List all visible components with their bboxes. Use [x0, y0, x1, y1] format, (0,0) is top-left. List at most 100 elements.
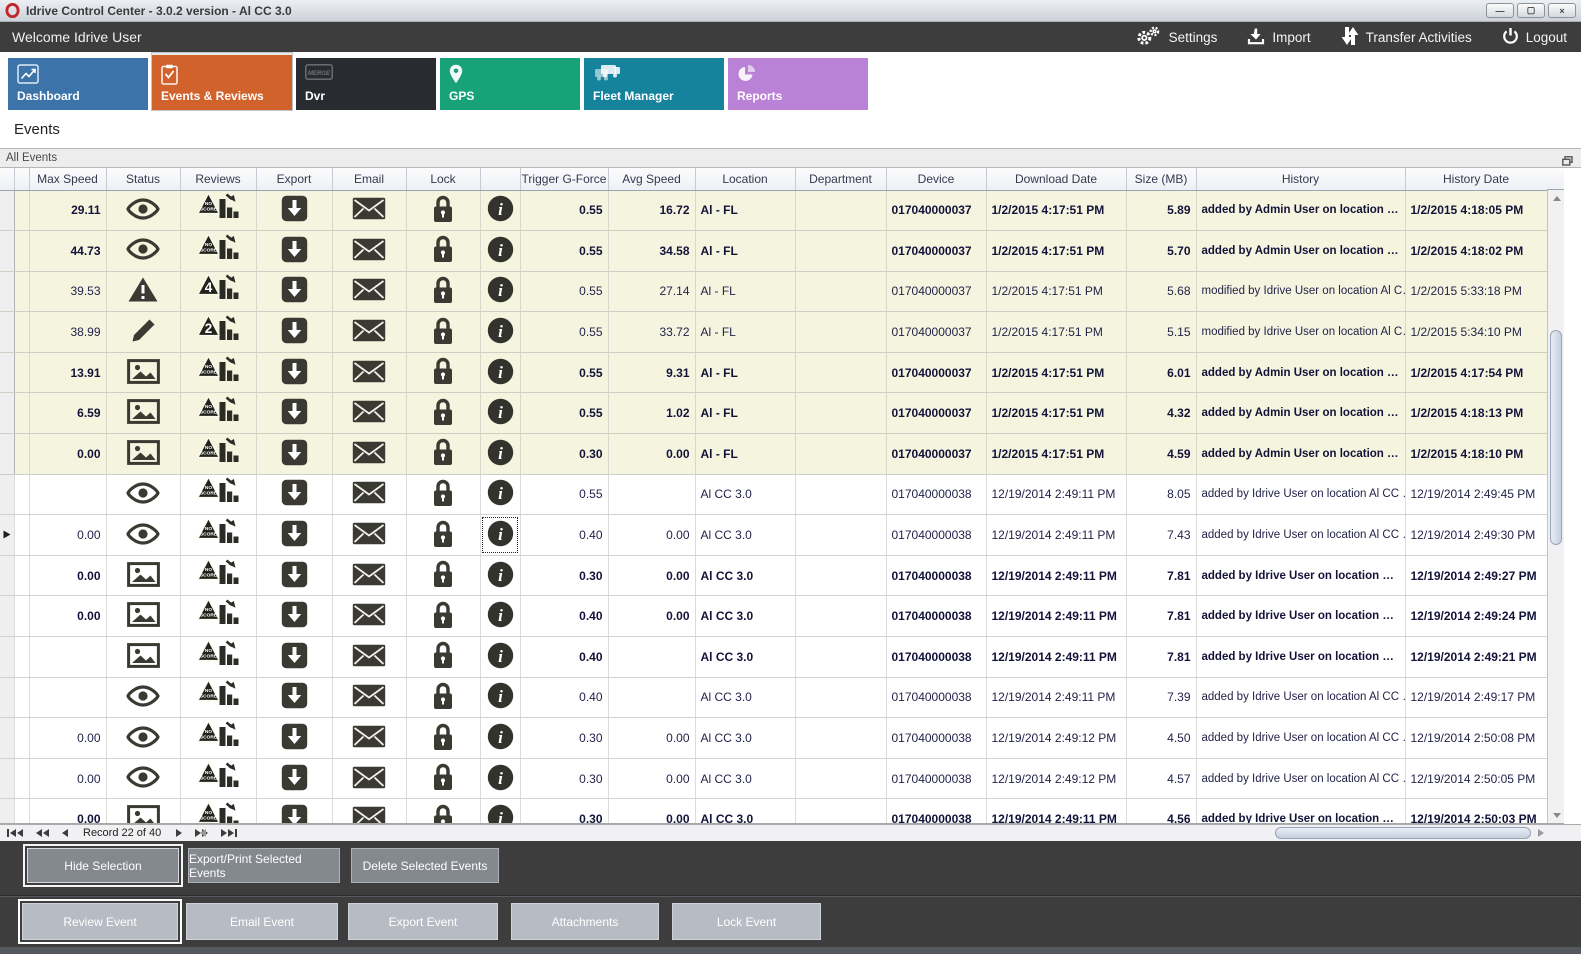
export-icon[interactable]	[256, 595, 333, 638]
email-icon[interactable]	[332, 190, 407, 232]
column-header-size-mb-[interactable]: Size (MB)	[1126, 168, 1197, 191]
status-image-icon[interactable]	[106, 798, 181, 823]
review-score-icon[interactable]: NO SCORE	[180, 717, 257, 759]
attachments-button[interactable]: Attachments	[511, 903, 659, 940]
status-image-icon[interactable]	[106, 433, 181, 475]
tab-dashboard[interactable]: Dashboard	[8, 58, 148, 110]
info-icon[interactable]: i	[480, 392, 521, 435]
review-event-button[interactable]: Review Event	[18, 899, 182, 944]
export-icon[interactable]	[256, 190, 333, 232]
export-icon[interactable]	[256, 352, 333, 394]
export-icon[interactable]	[256, 798, 333, 823]
export-icon[interactable]	[256, 717, 333, 759]
lock-icon[interactable]	[406, 271, 481, 313]
lock-icon[interactable]	[406, 798, 481, 823]
logout-button[interactable]: Logout	[1502, 27, 1567, 48]
lock-icon[interactable]	[406, 230, 481, 272]
export-icon[interactable]	[256, 514, 333, 556]
column-header-blank[interactable]	[0, 168, 15, 191]
delete-selected-button[interactable]: Delete Selected Events	[351, 848, 499, 883]
email-icon[interactable]	[332, 798, 407, 823]
maximize-button[interactable]: ▢	[1517, 3, 1545, 18]
info-icon[interactable]: i	[480, 230, 521, 272]
info-icon[interactable]: i	[480, 474, 521, 516]
export-icon[interactable]	[256, 230, 333, 272]
review-score-icon[interactable]: NO SCORE	[180, 352, 257, 394]
info-icon[interactable]: i	[480, 433, 521, 475]
info-icon[interactable]: i	[480, 717, 521, 759]
status-eye-icon[interactable]	[106, 190, 181, 232]
info-icon[interactable]: i	[480, 636, 521, 678]
lock-icon[interactable]	[406, 514, 481, 556]
last-record-button[interactable]	[221, 829, 238, 837]
lock-icon[interactable]	[406, 474, 481, 516]
transfer-activities-button[interactable]: Transfer Activities	[1341, 26, 1472, 49]
lock-icon[interactable]	[406, 717, 481, 759]
email-icon[interactable]	[332, 392, 407, 435]
export-icon[interactable]	[256, 758, 333, 800]
email-icon[interactable]	[332, 352, 407, 394]
export-print-selected-button[interactable]: Export/Print Selected Events	[188, 848, 340, 883]
hscroll-left-arrow[interactable]	[200, 829, 206, 837]
lock-icon[interactable]	[406, 190, 481, 232]
status-image-icon[interactable]	[106, 595, 181, 638]
email-icon[interactable]	[332, 595, 407, 638]
tab-dvr[interactable]: MERGE Dvr	[296, 58, 436, 110]
info-icon[interactable]: i	[480, 514, 521, 556]
info-icon[interactable]: i	[480, 595, 521, 638]
review-score-icon[interactable]: NO SCORE	[180, 798, 257, 823]
status-eye-icon[interactable]	[106, 677, 181, 719]
email-icon[interactable]	[332, 758, 407, 800]
lock-icon[interactable]	[406, 555, 481, 597]
export-icon[interactable]	[256, 433, 333, 475]
email-icon[interactable]	[332, 514, 407, 556]
email-icon[interactable]	[332, 677, 407, 719]
lock-icon[interactable]	[406, 311, 481, 353]
column-header-avg-speed[interactable]: Avg Speed	[608, 168, 696, 191]
status-image-icon[interactable]	[106, 555, 181, 597]
review-score-icon[interactable]: NO SCORE	[180, 392, 257, 435]
export-icon[interactable]	[256, 392, 333, 435]
export-icon[interactable]	[256, 677, 333, 719]
email-icon[interactable]	[332, 230, 407, 272]
column-header-download-date[interactable]: Download Date	[986, 168, 1127, 191]
email-icon[interactable]	[332, 311, 407, 353]
vertical-scroll-thumb[interactable]	[1550, 330, 1562, 545]
review-score-icon[interactable]: NO SCORE	[180, 555, 257, 597]
lock-event-button[interactable]: Lock Event	[672, 903, 821, 940]
review-score-icon[interactable]: NO SCORE	[180, 636, 257, 678]
column-header-reviews[interactable]: Reviews	[180, 168, 257, 191]
review-score-icon[interactable]: NO SCORE	[180, 230, 257, 272]
review-score-icon[interactable]: NO SCORE	[180, 677, 257, 719]
minimize-button[interactable]: —	[1486, 3, 1514, 18]
first-record-button[interactable]	[7, 829, 23, 837]
info-icon[interactable]: i	[480, 271, 521, 313]
tab-fleet-manager[interactable]: Fleet Manager	[584, 58, 724, 110]
lock-icon[interactable]	[406, 636, 481, 678]
prev-record-button[interactable]	[62, 829, 68, 837]
status-eye-icon[interactable]	[106, 514, 181, 556]
email-icon[interactable]	[332, 433, 407, 475]
column-header-blank[interactable]	[14, 168, 30, 191]
export-icon[interactable]	[256, 271, 333, 313]
review-score-icon[interactable]: NO SCORE	[180, 514, 257, 556]
column-header-blank[interactable]	[480, 168, 521, 191]
status-image-icon[interactable]	[106, 352, 181, 394]
column-header-department[interactable]: Department	[795, 168, 887, 191]
status-image-icon[interactable]	[106, 392, 181, 435]
scroll-up-arrow-icon[interactable]	[1548, 190, 1564, 207]
info-icon[interactable]: i	[480, 758, 521, 800]
review-score-icon[interactable]: NO SCORE	[180, 190, 257, 232]
email-event-button[interactable]: Email Event	[186, 903, 338, 940]
column-header-export[interactable]: Export	[256, 168, 333, 191]
